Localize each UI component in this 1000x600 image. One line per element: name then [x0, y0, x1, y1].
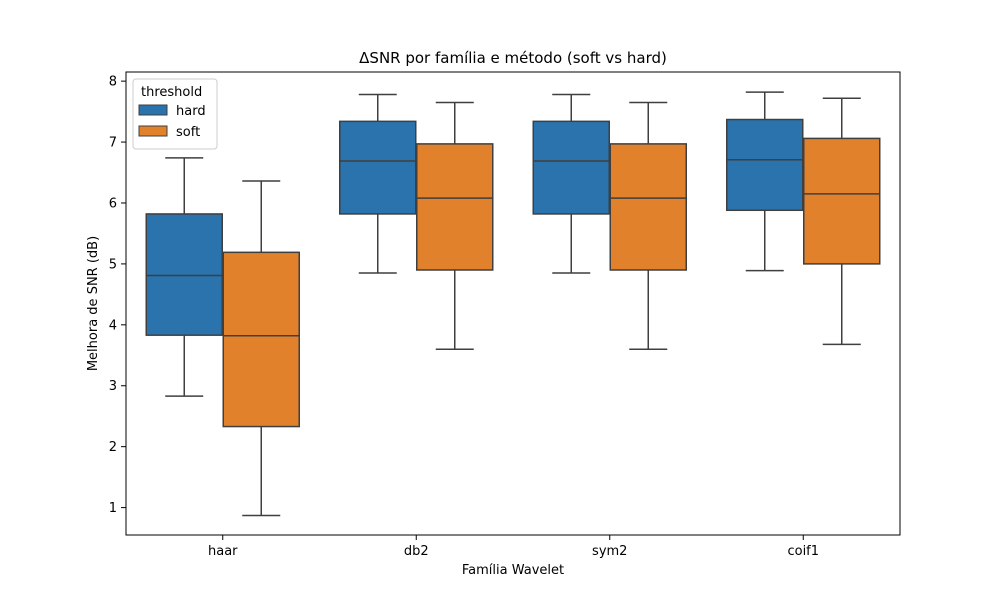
x-tick-label: haar [208, 544, 238, 559]
box-soft-haar [222, 180, 300, 517]
box-iqr [803, 137, 881, 265]
box-iqr [532, 120, 610, 215]
box-hard-db2 [339, 93, 417, 274]
y-axis-label: Melhora de SNR (dB) [86, 236, 101, 371]
box-iqr [416, 143, 494, 271]
legend-label-soft: soft [176, 125, 200, 140]
y-tick-label: 7 [109, 136, 117, 151]
box-hard-haar [145, 157, 223, 397]
y-tick-label: 6 [109, 196, 117, 211]
legend-label-hard: hard [176, 104, 206, 119]
box-iqr [222, 251, 300, 428]
chart-title: ΔSNR por família e método (soft vs hard) [359, 49, 667, 67]
box-hard-coif1 [726, 91, 804, 272]
legend-swatch-soft [138, 125, 168, 137]
legend-items: hard soft [138, 104, 206, 140]
legend: threshold hard soft [132, 78, 218, 150]
box-iqr [609, 143, 687, 271]
legend-swatch-hard [138, 104, 168, 116]
x-tick-label: coif1 [787, 544, 819, 559]
x-tick-label: db2 [404, 544, 429, 559]
box-soft-sym2 [609, 101, 687, 350]
y-tick-label: 4 [109, 318, 117, 333]
y-tick-label: 5 [109, 257, 117, 272]
y-tick-label: 8 [109, 75, 117, 90]
y-tick-label: 1 [109, 501, 117, 516]
y-axis: 1 2 3 4 5 6 7 8 [109, 75, 126, 516]
y-tick-label: 3 [109, 379, 117, 394]
boxes [145, 91, 881, 517]
x-axis: haar db2 sym2 coif1 [208, 535, 819, 559]
box-hard-sym2 [532, 93, 610, 274]
x-tick-label: sym2 [592, 544, 627, 559]
box-iqr [145, 213, 223, 336]
box-soft-db2 [416, 101, 494, 350]
box-iqr [339, 120, 417, 215]
box-iqr [726, 118, 804, 212]
y-tick-label: 2 [109, 440, 117, 455]
plot-frame [125, 71, 901, 536]
x-axis-label: Família Wavelet [462, 563, 564, 578]
box-soft-coif1 [803, 97, 881, 346]
legend-title: threshold [141, 85, 202, 100]
